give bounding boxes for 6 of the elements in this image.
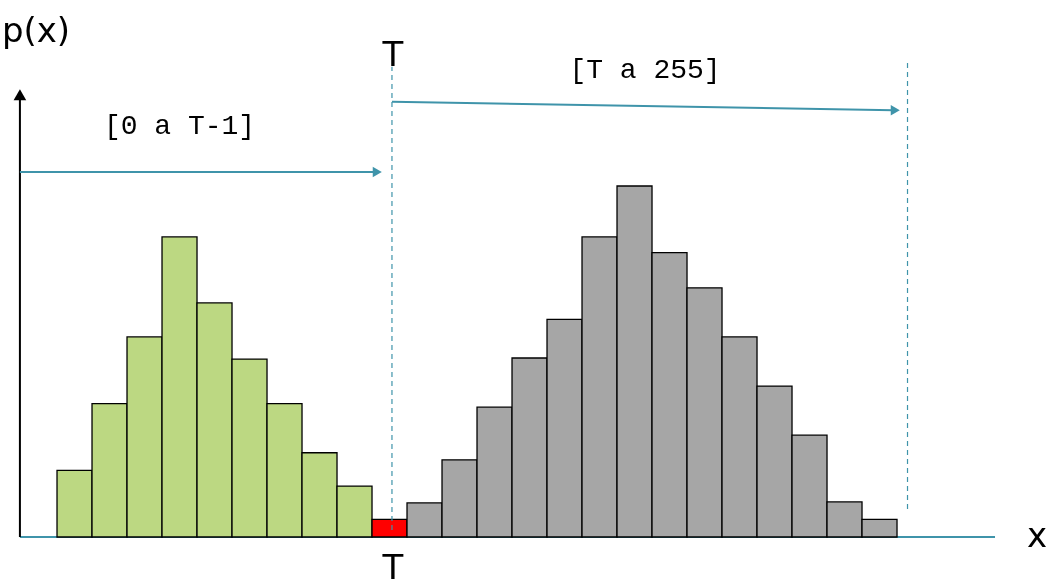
x-axis-title: x bbox=[1026, 515, 1048, 555]
text: T bbox=[381, 546, 404, 580]
y-axis-title: p(x) bbox=[1, 9, 71, 50]
text: T bbox=[381, 34, 404, 75]
text: [0 a T-1] bbox=[103, 111, 256, 143]
text: [T a 255] bbox=[569, 55, 721, 87]
